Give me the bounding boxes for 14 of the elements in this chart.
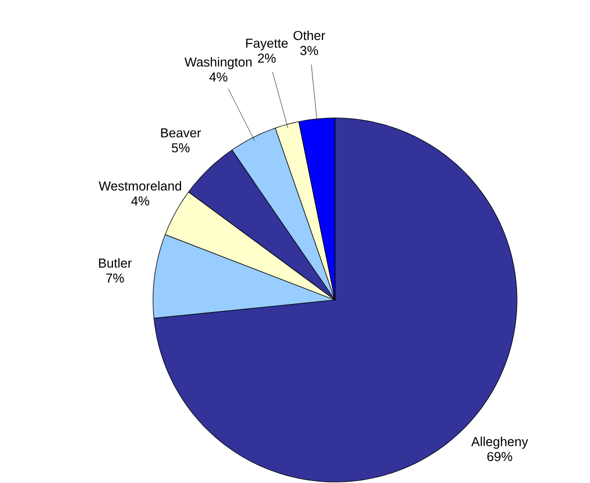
- data-label: 4%: [131, 196, 150, 206]
- slice-label: Allegheny: [471, 436, 528, 449]
- slice-label: Butler: [99, 258, 132, 268]
- data-label: 7%: [106, 274, 124, 283]
- slice-label: Beaver: [161, 128, 201, 138]
- slice-label: Westmoreland: [98, 181, 182, 191]
- data-label: 4%: [209, 72, 228, 82]
- slice-label: Washington: [184, 57, 252, 70]
- data-label: 5%: [172, 143, 190, 152]
- data-label: 69%: [487, 452, 512, 462]
- data-label: 2%: [258, 54, 276, 63]
- data-label: 3%: [300, 46, 318, 56]
- slice-label: Fayette: [246, 38, 288, 50]
- slice-label: Other: [294, 30, 326, 40]
